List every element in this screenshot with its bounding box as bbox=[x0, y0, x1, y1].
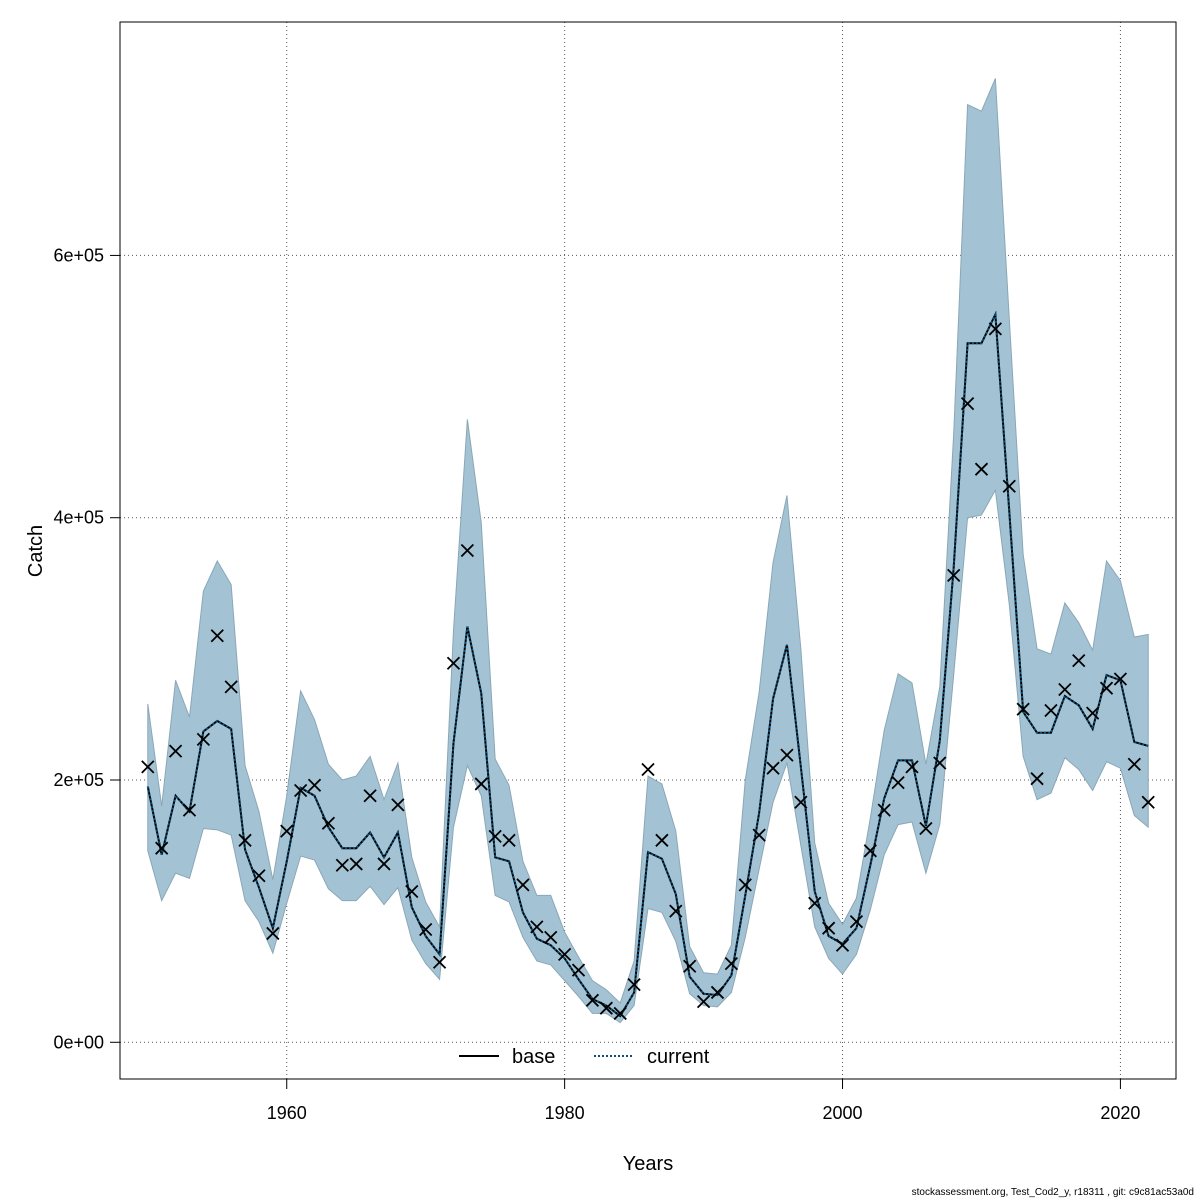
observed-point bbox=[391, 798, 405, 812]
observed-point bbox=[641, 762, 655, 777]
observed-point bbox=[780, 748, 794, 762]
y-tick-label: 6e+05 bbox=[53, 245, 104, 265]
x-tick-label: 1980 bbox=[545, 1103, 585, 1123]
observed-point bbox=[460, 543, 475, 558]
observed-point bbox=[377, 857, 391, 871]
y-tick-label: 4e+05 bbox=[53, 508, 104, 528]
axes: 1960 1980 2000 2020 0e+00 2e+05 4e+05 6e+05 bbox=[53, 245, 1140, 1123]
legend: base current bbox=[459, 1046, 710, 1068]
x-tick-label: 2020 bbox=[1100, 1103, 1140, 1123]
observed-point bbox=[141, 760, 155, 774]
observed-point bbox=[1085, 706, 1100, 720]
y-axis-title: Catch bbox=[25, 525, 47, 577]
observed-point bbox=[1072, 654, 1086, 668]
observed-point bbox=[293, 783, 308, 798]
observed-point bbox=[1016, 702, 1030, 716]
observed-point bbox=[835, 938, 850, 952]
observed-point bbox=[738, 878, 752, 892]
observed-point bbox=[530, 920, 544, 934]
observed-point bbox=[627, 977, 641, 992]
observed-point bbox=[863, 844, 877, 858]
observed-point bbox=[335, 858, 349, 872]
observed-point bbox=[502, 833, 516, 847]
observed-markers bbox=[141, 322, 1155, 1021]
observed-point bbox=[155, 841, 169, 855]
observed-point bbox=[849, 914, 864, 929]
observed-point bbox=[210, 629, 224, 643]
footer-note: stockassessment.org, Test_Cod2_y, r18311… bbox=[911, 1187, 1194, 1198]
confidence-band-area bbox=[147, 78, 1149, 1024]
observed-point bbox=[988, 322, 1003, 336]
observed-point bbox=[655, 833, 669, 847]
observed-point bbox=[571, 963, 586, 977]
observed-point bbox=[1127, 757, 1141, 771]
observed-point bbox=[599, 1001, 613, 1015]
observed-point bbox=[821, 921, 836, 935]
observed-point bbox=[613, 1006, 627, 1021]
observed-point bbox=[919, 821, 933, 836]
observed-point bbox=[1141, 795, 1155, 809]
observed-point bbox=[182, 803, 197, 817]
observed-point bbox=[405, 884, 419, 899]
observed-point bbox=[238, 833, 252, 847]
observed-point bbox=[683, 959, 697, 973]
observed-point bbox=[974, 462, 989, 476]
observed-point bbox=[766, 761, 780, 775]
observed-point bbox=[724, 956, 739, 971]
observed-point bbox=[933, 756, 947, 770]
observed-point bbox=[280, 824, 294, 838]
legend-base-label: base bbox=[512, 1046, 555, 1068]
x-tick-label: 2000 bbox=[823, 1103, 863, 1123]
observed-point bbox=[474, 777, 488, 791]
observed-point bbox=[1099, 681, 1114, 695]
observed-point bbox=[488, 829, 502, 844]
series-line-current bbox=[146, 310, 1149, 1018]
observed-point bbox=[752, 828, 766, 842]
observed-point bbox=[794, 795, 808, 809]
observed-point bbox=[696, 994, 711, 1009]
observed-point bbox=[196, 732, 211, 746]
observed-point bbox=[252, 869, 266, 883]
observed-point bbox=[585, 993, 600, 1007]
observed-point bbox=[808, 896, 822, 910]
observed-point bbox=[419, 922, 433, 937]
observed-point bbox=[446, 656, 461, 670]
x-tick-label: 1960 bbox=[267, 1103, 307, 1123]
observed-point bbox=[947, 568, 961, 583]
observed-point bbox=[891, 775, 905, 790]
observed-point bbox=[321, 816, 336, 830]
observed-point bbox=[432, 955, 447, 969]
observed-point bbox=[349, 857, 363, 871]
series-lines bbox=[146, 310, 1149, 1018]
y-tick-label: 0e+00 bbox=[53, 1032, 104, 1052]
legend-current-label: current bbox=[647, 1046, 710, 1068]
x-axis-title: Years bbox=[623, 1153, 673, 1175]
observed-point bbox=[1113, 672, 1128, 686]
observed-point bbox=[877, 803, 891, 817]
confidence-band bbox=[147, 78, 1149, 1024]
observed-point bbox=[307, 778, 322, 792]
observed-point bbox=[1002, 479, 1016, 493]
observed-point bbox=[363, 789, 377, 803]
observed-point bbox=[1044, 703, 1058, 718]
observed-point bbox=[544, 930, 558, 945]
y-tick-label: 2e+05 bbox=[53, 770, 104, 790]
observed-point bbox=[266, 926, 280, 941]
observed-point bbox=[710, 985, 725, 1000]
observed-point bbox=[516, 878, 530, 892]
observed-point bbox=[1058, 682, 1072, 697]
observed-point bbox=[669, 904, 683, 918]
observed-point bbox=[557, 947, 572, 962]
observed-point bbox=[224, 680, 238, 694]
observed-point bbox=[960, 396, 975, 411]
observed-point bbox=[168, 744, 183, 758]
observed-point bbox=[1030, 772, 1044, 786]
observed-point bbox=[905, 760, 919, 774]
